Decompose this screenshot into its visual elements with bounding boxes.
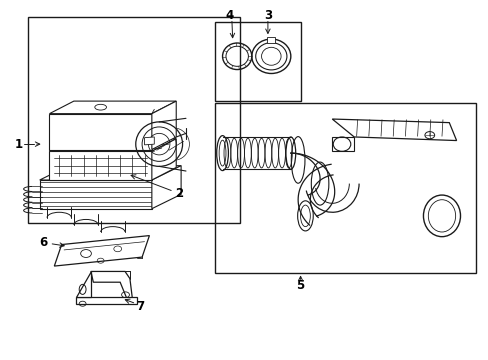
Polygon shape xyxy=(49,114,152,149)
Polygon shape xyxy=(49,151,152,180)
Polygon shape xyxy=(49,139,176,151)
Text: 3: 3 xyxy=(264,9,271,22)
Polygon shape xyxy=(267,37,275,42)
Text: 4: 4 xyxy=(225,9,234,22)
Polygon shape xyxy=(76,271,91,297)
Text: 1: 1 xyxy=(15,138,23,150)
Polygon shape xyxy=(49,101,176,114)
Polygon shape xyxy=(91,271,132,300)
Bar xyxy=(215,22,300,101)
Polygon shape xyxy=(152,166,181,209)
Text: 6: 6 xyxy=(40,235,48,248)
Bar xyxy=(27,17,239,223)
Text: 2: 2 xyxy=(175,187,183,200)
Polygon shape xyxy=(144,137,154,145)
Polygon shape xyxy=(152,139,176,180)
Text: 5: 5 xyxy=(296,279,304,292)
Polygon shape xyxy=(54,235,149,266)
Polygon shape xyxy=(152,101,176,149)
Bar xyxy=(215,103,475,273)
Polygon shape xyxy=(331,137,353,151)
Text: 7: 7 xyxy=(136,300,144,313)
Polygon shape xyxy=(76,297,137,304)
Polygon shape xyxy=(331,119,456,140)
Polygon shape xyxy=(40,180,152,209)
Polygon shape xyxy=(40,166,181,180)
